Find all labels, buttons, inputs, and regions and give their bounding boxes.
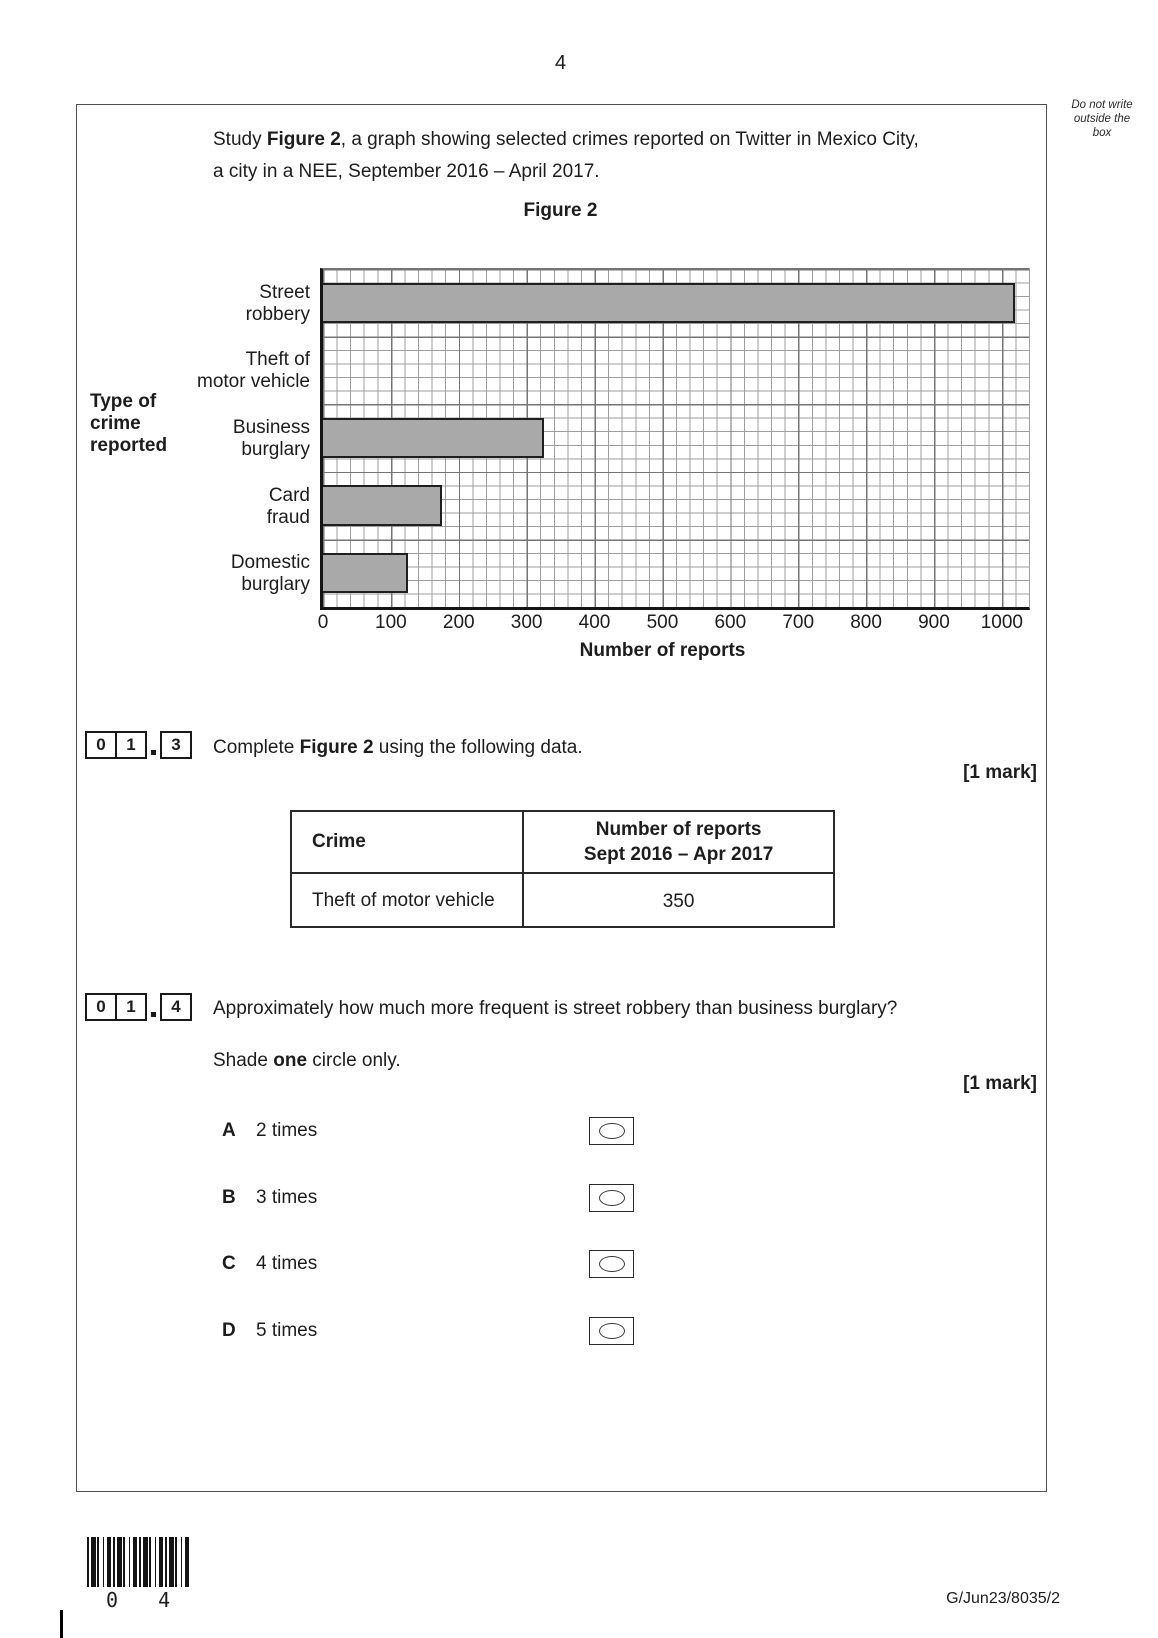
q3-figure-ref: Figure 2 (299, 737, 374, 758)
chart-y-axis-title: Type of crime reported (90, 391, 230, 457)
question-number-digit: 4 (160, 993, 192, 1021)
answer-circle-d[interactable] (589, 1317, 634, 1345)
question-number-digit: 3 (160, 731, 192, 759)
question-3-marks: [1 mark] (963, 762, 1037, 783)
intro-rest: , a graph showing selected crimes report… (340, 129, 919, 150)
oval-icon (598, 1323, 625, 1339)
table-row: Theft of motor vehicle 350 (292, 874, 833, 928)
question-number-digit: 1 (115, 995, 145, 1019)
figure-title: Figure 2 (523, 200, 598, 221)
question-number-digit: 1 (115, 733, 145, 757)
chart-bar-card-fraud (323, 485, 442, 526)
option-row-a: A 2 times (222, 1120, 317, 1142)
option-letter: B (222, 1187, 236, 1208)
question-number-digit: 0 (96, 735, 106, 754)
ylabel-line: Type of (90, 391, 157, 412)
question-number-dot (151, 750, 156, 755)
trim-mark (60, 1610, 63, 1638)
category-label: Business burglary (232, 417, 310, 460)
x-tick-label: 900 (918, 612, 950, 633)
option-letter: C (222, 1253, 236, 1274)
question-number-boxes: 0 1 (85, 731, 147, 759)
table-cell-crime: Theft of motor vehicle (292, 874, 525, 928)
x-tick-label: 400 (578, 612, 611, 633)
q4-shade-rest: circle only. (307, 1050, 401, 1071)
q4-shade-bold: one (273, 1050, 308, 1071)
barcode-digits: 0 4 (106, 1588, 185, 1612)
table-header-reports-line2: Sept 2016 – Apr 2017 (583, 844, 774, 865)
intro-text: Study Figure 2, a graph showing selected… (213, 124, 1013, 188)
margin-note-line: Do not write (1071, 99, 1133, 111)
table-header-reports-line1: Number of reports (595, 819, 762, 840)
option-row-d: D 5 times (222, 1320, 317, 1342)
chart-plot (320, 268, 1030, 610)
x-tick-label: 100 (375, 612, 407, 633)
margin-note-line: outside the (1073, 113, 1131, 125)
margin-note-line: box (1092, 127, 1112, 139)
question-4-marks: [1 mark] (963, 1073, 1037, 1094)
intro-figure-ref: Figure 2 (266, 129, 341, 150)
chart-bar-street-robbery (323, 282, 1016, 324)
category-label: Domestic burglary (230, 552, 310, 596)
option-label: 5 times (256, 1320, 318, 1341)
chart-bar-domestic-burglary (323, 552, 408, 594)
option-label: 2 times (256, 1120, 318, 1141)
ylabel-line: reported (90, 435, 168, 456)
page-number: 4 (554, 52, 567, 74)
margin-note: Do not write outside the box (1046, 98, 1158, 140)
option-label: 3 times (256, 1187, 318, 1208)
answer-circle-c[interactable] (589, 1250, 634, 1278)
q4-shade-prefix: Shade (213, 1050, 274, 1071)
option-row-c: C 4 times (222, 1253, 317, 1275)
x-tick-label: 700 (782, 612, 815, 633)
q3-text-prefix: Complete (213, 737, 300, 758)
question-4-instruction: Shade one circle only. (213, 1050, 401, 1072)
category-label: Card fraud (266, 484, 310, 528)
table-header-crime: Crime (292, 812, 525, 872)
category-label: Theft of motor vehicle (197, 349, 310, 393)
category-label: Street robbery (245, 281, 310, 325)
answer-circle-b[interactable] (589, 1184, 634, 1212)
option-row-b: B 3 times (222, 1187, 317, 1209)
oval-icon (598, 1190, 625, 1206)
x-tick-label: 0 (317, 612, 329, 633)
option-letter: A (222, 1120, 236, 1141)
x-tick-label: 600 (714, 612, 747, 633)
paper-reference: G/Jun23/8035/2 (946, 1590, 1060, 1607)
table-header-row: Crime Number of reports Sept 2016 – Apr … (292, 812, 833, 874)
question-number-dot (151, 1012, 156, 1017)
question-number-digit: 0 (96, 997, 106, 1016)
table-cell-reports: 350 (662, 890, 695, 912)
intro-line2: a city in a NEE, September 2016 – April … (213, 161, 600, 182)
q3-text-rest: using the following data. (373, 737, 583, 758)
x-tick-label: 500 (646, 612, 679, 633)
chart-x-axis-title: Number of reports (579, 640, 746, 661)
answer-circle-a[interactable] (589, 1117, 634, 1145)
x-tick-label: 300 (510, 612, 543, 633)
oval-icon (598, 1256, 625, 1272)
question-number-01-3: 0 1 3 (85, 731, 192, 759)
x-tick-label: 200 (442, 612, 475, 633)
question-number-01-4: 0 1 4 (85, 993, 192, 1021)
x-tick-label: 800 (850, 612, 882, 633)
x-tick-label: 1000 (980, 612, 1023, 633)
chart-bar-business-burglary (323, 417, 544, 459)
data-table: Crime Number of reports Sept 2016 – Apr … (290, 810, 835, 928)
intro-prefix: Study (213, 129, 267, 150)
oval-icon (598, 1123, 625, 1139)
barcode (87, 1537, 190, 1587)
option-label: 4 times (256, 1253, 318, 1274)
question-4-text: Approximately how much more frequent is … (213, 998, 898, 1019)
question-number-boxes: 0 1 (85, 993, 147, 1021)
question-3-text: Complete Figure 2 using the following da… (213, 737, 583, 759)
ylabel-line: crime (90, 413, 141, 434)
table-header-reports: Number of reports Sept 2016 – Apr 2017 (524, 812, 833, 872)
option-letter: D (222, 1320, 236, 1341)
